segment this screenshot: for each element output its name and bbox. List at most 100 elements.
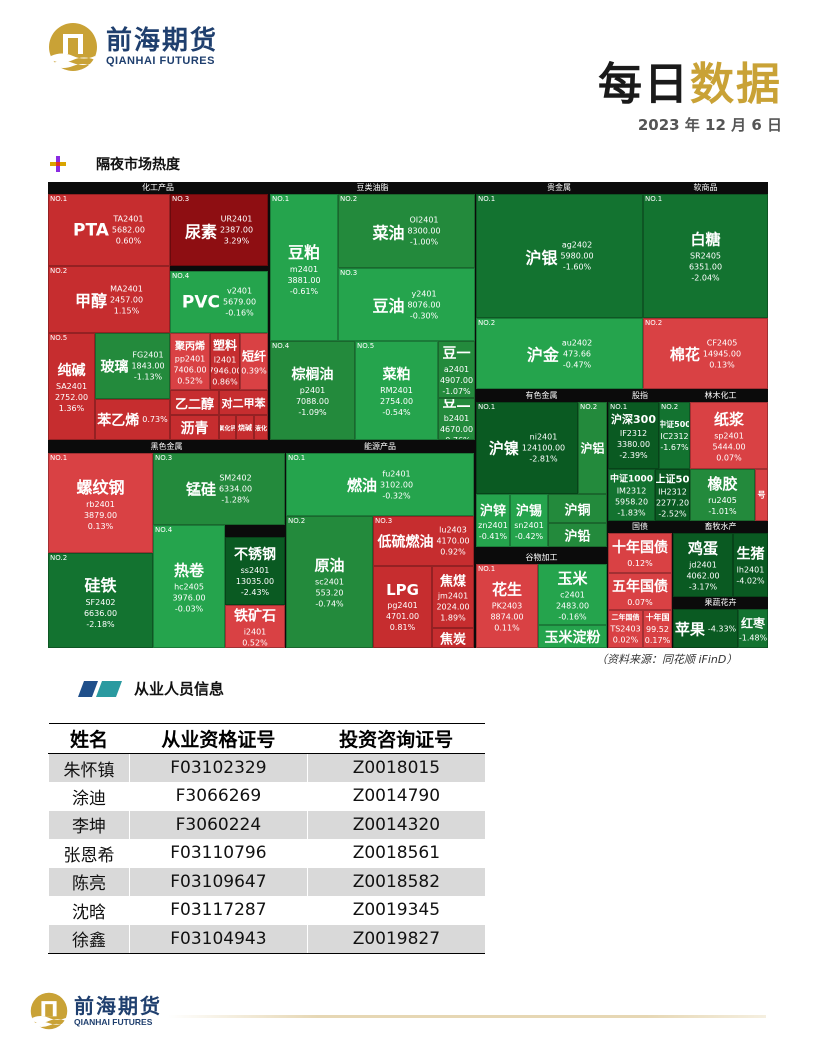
treemap-tile: 号 [755,469,768,521]
treemap-tile: NO.1 花生 PK2403 8874.00 0.11% [476,564,538,648]
tile-name: 豆粕 [287,242,320,262]
tile-stat-line: jm2401 [437,591,469,601]
table-row: 徐鑫 F03104943 Z0019827 [47,924,485,954]
tile-stats: TS2403 0.02% [610,624,640,646]
tile-rank: NO.2 [661,403,679,411]
category-header: 能源产品 [286,441,474,453]
tile-name: 螺纹钢 [76,478,125,497]
tile-stats: v2401 5679.00 -0.16% [223,286,256,319]
treemap-tile: 上证50 IH2312 2277.20 -2.52% [655,469,690,521]
tile-name: 尿素 [184,222,217,241]
cell: F3066269 [129,782,308,811]
title-part-1: 每日 [598,59,690,110]
tile-stats: IM2312 5958.20 -1.83% [615,486,648,519]
treemap-tile: 对二甲苯 [219,390,268,415]
tile-rank: NO.2 [50,554,68,562]
tile-stat-line: 553.20 [315,588,344,598]
tile-name: 豆一 [442,345,471,362]
tile-name: 十年国 [645,613,670,622]
tile-name: 号 [757,490,766,500]
tile-rank: NO.1 [610,403,628,411]
tile-stat-line: -1.83% [617,508,646,518]
tile-stat-line: ru2405 [708,496,737,505]
tile-stat-line: 99.52 [646,625,669,634]
tile-stat-line: -3.17% [688,582,718,592]
treemap-tile: 短纤 0.39% [240,333,268,390]
section-title: 隔夜市场热度 [96,157,180,173]
tile-stat-line: 2457.00 [109,295,144,304]
tile-stat-line: 0.86% [212,377,238,386]
tile-name: 上证50 [655,474,690,486]
tile-stat-line: -2.52% [658,509,687,519]
brand-name-cn: 前海期货 [74,994,162,1018]
tile-stats: sp2401 5444.00 0.07% [712,430,745,463]
tile-stats: CF2405 14945.00 0.13% [703,337,741,370]
tile-name: 鸡蛋 [687,539,718,558]
tile-rank: NO.1 [288,454,306,462]
treemap-tile: 沥青 [170,415,219,440]
treemap-tile: NO.3 锰硅 SM2402 6334.00 -1.28% [153,453,285,525]
tile-stat-line: sc2401 [315,577,344,587]
treemap-tile: 沪锌 zn2401 -0.41% [476,494,510,547]
tile-name: 豆油 [372,296,405,316]
tile-stat-line: 0.07% [627,597,653,607]
tile-stat-line: 0.39% [241,366,267,375]
tile-name: 十年国债 [612,540,668,556]
tile-stat-line: TA2401 [113,214,144,224]
tile-name: 沪镍 [488,439,519,458]
tile-name: 短纤 [241,349,266,363]
tile-rank: NO.2 [50,267,68,275]
tile-stat-line: 2752.00 [54,392,89,402]
tile-stat-line: 3879.00 [83,511,118,520]
tile-rank: NO.1 [478,403,496,411]
treemap-tile: NO.3 豆油 y2401 8076.00 -0.30% [338,268,475,341]
tile-stat-line: -0.74% [315,599,344,609]
treemap-tile: 鸡蛋 jd2401 4062.00 -3.17% [673,533,733,597]
category-header: 软商品 [643,182,768,194]
tile-stat-line: 0.60% [115,236,142,246]
tile-stats: jd2401 4062.00 -3.17% [686,560,719,593]
tile-stat-line: 0.12% [627,559,653,568]
cell: F03117287 [129,896,308,925]
tile-stats: SM2402 6334.00 -1.28% [219,473,252,506]
tile-name: 原油 [314,556,345,575]
tile-stat-line: sp2401 [714,431,744,440]
tile-stats: ag2402 5980.00 -1.60% [560,240,593,273]
cell: 涂迪 [47,782,130,811]
category-header: 豆类油脂 [270,182,475,194]
tile-stat-line: SF2402 [85,597,116,607]
tile-name: 铁矿石 [234,608,276,624]
cell: 张恩希 [47,839,130,868]
market-heat-treemap: 化工产品 豆类油脂 贵金属 软商品 有色金属 股指 林木化工 黑色金属 能源产品 国债 畜牧水产 谷物… [48,182,768,648]
tile-stats: SA2401 2752.00 1.36% [55,381,88,414]
tile-stats: m2401 3881.00 -0.61% [287,264,320,297]
tile-stats: IF2312 3380.00 -2.39% [617,428,650,461]
tile-rank: NO.2 [645,319,663,327]
tile-stat-line: 3976.00 [172,593,206,602]
tile-stat-line: -2.39% [619,450,648,460]
staff-table: 姓名 从业资格证号 投资咨询证号 朱怀镇 F03102329 Z0018015 涂迪… [47,723,485,954]
qianhai-logo: 前海期货 QIANHAI FUTURES [48,22,218,72]
cell: Z0018561 [306,839,485,868]
tile-stats: -4.33% [708,623,736,634]
tile-stat-line: -0.30% [409,311,439,320]
tile-name: 纯碱 [57,362,86,379]
tile-stats: 0.12% [627,558,652,569]
tile-stat-line: 7088.00 [295,396,330,406]
tile-stats: -1.48% [739,632,767,643]
treemap-tile: NO.2 棉花 CF2405 14945.00 0.13% [643,318,768,389]
tile-stats: 0.07% [627,597,652,608]
tile-rank: NO.1 [645,195,663,203]
tile-stats: i2401 0.52% [242,626,267,647]
column-header: 投资咨询证号 [307,723,485,754]
tile-stat-line: 0.52% [177,376,203,385]
tile-stat-line: -4.33% [707,624,737,633]
tile-stat-line: -1.01% [708,507,737,516]
tile-stat-line: 8874.00 [490,612,524,622]
treemap-tile: NO.2 甲醇 MA2401 2457.00 1.15% [48,266,170,333]
treemap-tile: 不锈钢 ss2401 13035.00 -2.43% [225,537,285,605]
treemap-tile: NO.3 低硫燃油 lu2403 4170.00 0.92% [373,516,474,566]
tile-stat-line: rb2401 [86,500,115,509]
tile-stats: PK2403 8874.00 0.11% [490,601,523,634]
tile-stat-line: au2402 [561,338,593,347]
